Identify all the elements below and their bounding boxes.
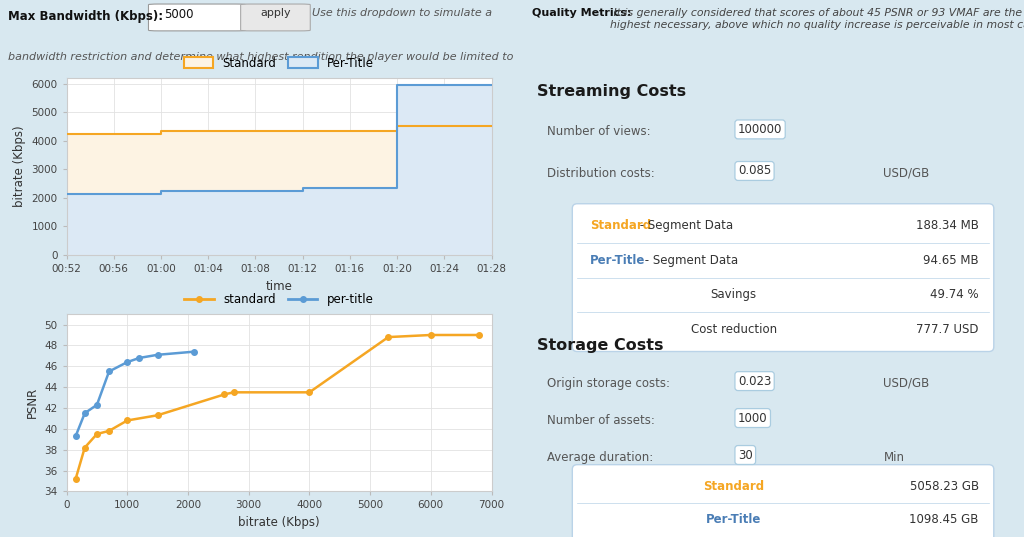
Text: Average duration:: Average duration: (547, 451, 653, 464)
Text: 1098.45 GB: 1098.45 GB (909, 513, 979, 526)
Text: Streaming Costs: Streaming Costs (538, 84, 686, 99)
Text: Use this dropdown to simulate a: Use this dropdown to simulate a (312, 8, 493, 18)
Text: 5000: 5000 (164, 8, 194, 21)
Text: Per-Title: Per-Title (706, 513, 762, 526)
Text: Distribution costs:: Distribution costs: (547, 167, 655, 180)
X-axis label: bitrate (Kbps): bitrate (Kbps) (239, 516, 319, 529)
Text: 0.085: 0.085 (738, 164, 771, 178)
Text: Number of assets:: Number of assets: (547, 414, 655, 427)
Text: - Segment Data: - Segment Data (636, 219, 732, 232)
Text: Min: Min (884, 451, 904, 464)
Text: Quality Metrics:: Quality Metrics: (532, 8, 632, 18)
Text: It is generally considered that scores of about 45 PSNR or 93 VMAF are the
highe: It is generally considered that scores o… (610, 8, 1024, 30)
Text: Standard: Standard (703, 480, 764, 492)
Text: Number of views:: Number of views: (547, 125, 651, 138)
Text: Storage Costs: Storage Costs (538, 338, 664, 353)
X-axis label: time: time (265, 280, 293, 293)
Y-axis label: PSNR: PSNR (26, 387, 39, 418)
Text: 30: 30 (738, 448, 753, 461)
Text: 94.65 MB: 94.65 MB (923, 254, 979, 267)
Text: 1000: 1000 (738, 411, 768, 425)
Text: Per-Title: Per-Title (590, 254, 645, 267)
Text: Standard: Standard (590, 219, 651, 232)
FancyBboxPatch shape (572, 465, 993, 537)
Legend: Standard, Per-Title: Standard, Per-Title (179, 52, 379, 74)
Y-axis label: bitrate (Kbps): bitrate (Kbps) (13, 126, 26, 207)
Text: apply: apply (260, 8, 291, 18)
Text: 49.74 %: 49.74 % (930, 288, 979, 301)
FancyBboxPatch shape (572, 204, 993, 352)
FancyBboxPatch shape (148, 4, 246, 31)
Text: Max Bandwidth (Kbps):: Max Bandwidth (Kbps): (8, 10, 163, 23)
Text: bandwidth restriction and determine what highest rendition the player would be l: bandwidth restriction and determine what… (8, 52, 514, 62)
Text: 188.34 MB: 188.34 MB (915, 219, 979, 232)
Text: Cost reduction: Cost reduction (690, 323, 777, 336)
Text: Savings: Savings (711, 288, 757, 301)
Text: 777.7 USD: 777.7 USD (916, 323, 979, 336)
FancyBboxPatch shape (241, 4, 310, 31)
Text: USD/GB: USD/GB (884, 167, 930, 180)
Text: 100000: 100000 (738, 123, 782, 136)
Text: Origin storage costs:: Origin storage costs: (547, 377, 671, 390)
Text: 5058.23 GB: 5058.23 GB (909, 480, 979, 492)
Text: 0.023: 0.023 (738, 375, 771, 388)
Text: USD/GB: USD/GB (884, 377, 930, 390)
Legend: standard, per-title: standard, per-title (179, 288, 379, 310)
Text: - Segment Data: - Segment Data (641, 254, 738, 267)
